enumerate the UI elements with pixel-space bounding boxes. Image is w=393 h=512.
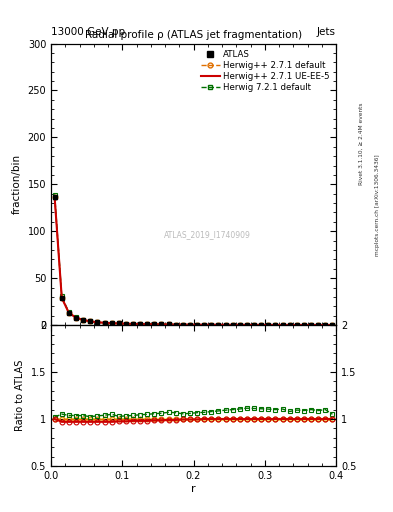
- Legend: ATLAS, Herwig++ 2.7.1 default, Herwig++ 2.7.1 UE-EE-5, Herwig 7.2.1 default: ATLAS, Herwig++ 2.7.1 default, Herwig++ …: [199, 48, 332, 94]
- Text: Rivet 3.1.10, ≥ 2.4M events: Rivet 3.1.10, ≥ 2.4M events: [359, 102, 364, 185]
- Text: 13000 GeV pp: 13000 GeV pp: [51, 27, 125, 37]
- Text: Jets: Jets: [317, 27, 336, 37]
- Y-axis label: fraction/bin: fraction/bin: [12, 154, 22, 215]
- Title: Radial profile ρ (ATLAS jet fragmentation): Radial profile ρ (ATLAS jet fragmentatio…: [85, 30, 302, 40]
- Text: ATLAS_2019_I1740909: ATLAS_2019_I1740909: [164, 230, 251, 240]
- Y-axis label: Ratio to ATLAS: Ratio to ATLAS: [15, 360, 25, 431]
- Text: mcplots.cern.ch [arXiv:1306.3436]: mcplots.cern.ch [arXiv:1306.3436]: [375, 154, 380, 255]
- X-axis label: r: r: [191, 483, 196, 494]
